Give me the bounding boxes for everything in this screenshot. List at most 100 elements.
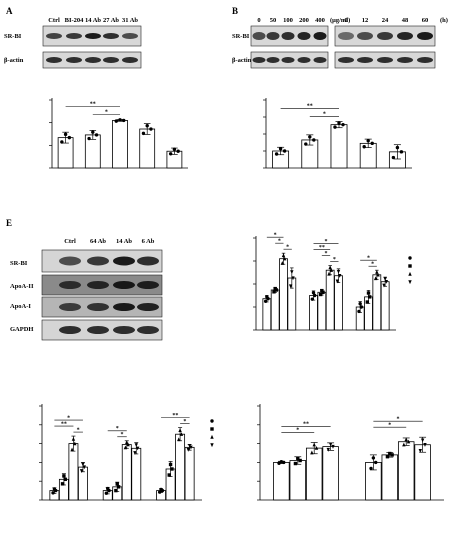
data-point xyxy=(125,440,129,444)
data-point xyxy=(168,462,173,467)
bar xyxy=(121,444,132,501)
data-point xyxy=(291,276,295,281)
data-point xyxy=(308,135,312,139)
lane-label: 60 xyxy=(422,17,429,24)
significance-label: * xyxy=(183,419,186,425)
blot-band xyxy=(266,57,280,63)
chart-f: ******** ** xyxy=(253,232,412,331)
data-point xyxy=(328,442,333,447)
lane-label: 14 Ab xyxy=(116,238,132,245)
lane-label: 24 xyxy=(382,17,389,24)
data-point xyxy=(73,441,77,446)
row-label: SR-BI xyxy=(232,33,250,40)
data-point xyxy=(178,428,182,432)
blot-band xyxy=(66,33,82,39)
bar xyxy=(330,124,348,169)
data-point xyxy=(408,264,412,268)
panel-label-a: A xyxy=(6,6,13,16)
blot-band xyxy=(59,326,81,334)
data-point xyxy=(81,462,85,467)
significance-label: * xyxy=(116,426,119,432)
data-point xyxy=(282,149,287,153)
blot-band xyxy=(59,303,81,311)
data-point xyxy=(210,443,214,448)
lane-label: 50 xyxy=(270,17,277,24)
data-point xyxy=(126,442,130,447)
data-point xyxy=(370,141,374,146)
data-point xyxy=(337,274,342,278)
blot-band xyxy=(113,326,135,334)
row-label: ApoA-II xyxy=(10,283,34,290)
significance-label: ** xyxy=(319,245,325,251)
data-point xyxy=(290,270,294,275)
blot-band xyxy=(46,57,62,63)
blot-band xyxy=(59,256,81,266)
data-point xyxy=(365,300,370,304)
significance-label: * xyxy=(121,432,124,438)
blot-band xyxy=(397,57,413,63)
data-point xyxy=(266,297,270,301)
bar xyxy=(112,120,128,169)
bar xyxy=(322,446,339,501)
data-point xyxy=(402,442,406,447)
blot-band xyxy=(46,33,62,39)
panel-label-b: B xyxy=(232,6,238,16)
data-point xyxy=(314,446,319,450)
blot-band xyxy=(137,256,159,266)
data-point xyxy=(133,451,137,455)
lane-label: 400 xyxy=(315,17,325,24)
blot-band xyxy=(87,256,109,266)
data-point xyxy=(374,460,378,465)
blot-band xyxy=(87,326,109,334)
bar xyxy=(175,433,186,501)
blot-band xyxy=(281,32,295,40)
blot-band xyxy=(357,32,373,40)
row-label: ApoA-I xyxy=(10,303,31,310)
data-point xyxy=(70,447,74,452)
significance-label: ** xyxy=(303,422,309,428)
bar xyxy=(139,128,156,169)
data-point xyxy=(391,155,396,160)
significance-label: * xyxy=(367,255,370,261)
data-point xyxy=(157,490,162,494)
lane-label: 0 xyxy=(344,17,347,24)
lane-label: 6 Ab xyxy=(142,238,155,245)
data-point xyxy=(172,147,177,152)
data-point xyxy=(91,130,95,134)
chart-h: ***** xyxy=(257,404,444,501)
data-point xyxy=(107,488,111,493)
data-point xyxy=(328,265,332,270)
significance-label: * xyxy=(105,109,108,115)
data-point xyxy=(337,121,341,125)
blot-band xyxy=(377,32,393,40)
bar xyxy=(334,275,343,331)
data-point xyxy=(274,288,279,292)
data-point xyxy=(79,469,84,473)
data-point xyxy=(282,460,286,465)
data-point xyxy=(94,133,99,137)
data-point xyxy=(362,145,366,149)
data-point xyxy=(210,434,214,439)
significance-label: * xyxy=(278,238,281,244)
significance-label: * xyxy=(333,257,336,263)
panel-a-blot: A Ctrl BI-204 14 Ab 27 Ab 31 Ab SR-BI β-… xyxy=(4,6,142,69)
data-point xyxy=(382,283,386,288)
bands-b xyxy=(252,32,433,63)
data-point xyxy=(123,445,128,450)
data-point xyxy=(404,437,408,442)
blot-band xyxy=(313,32,327,40)
data-point xyxy=(272,290,276,294)
row-label: β-actin xyxy=(4,57,24,64)
data-point xyxy=(383,277,387,282)
blot-band xyxy=(252,57,266,63)
data-point xyxy=(385,454,390,459)
blot-band xyxy=(85,57,101,63)
significance-label: ** xyxy=(307,104,313,110)
blot-band xyxy=(87,281,109,289)
blot-band xyxy=(417,57,433,63)
bar xyxy=(414,444,431,501)
blot-band xyxy=(137,303,159,311)
data-point xyxy=(357,309,361,314)
significance-label: * xyxy=(371,261,374,267)
bar xyxy=(317,291,327,331)
